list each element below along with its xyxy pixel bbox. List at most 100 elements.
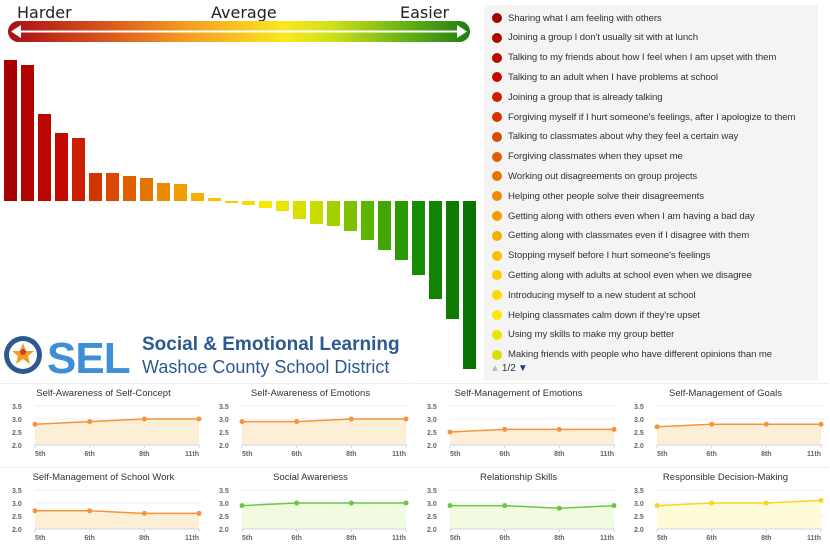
bar-27[interactable]	[446, 201, 459, 319]
data-point[interactable]	[294, 419, 300, 425]
legend-item[interactable]: Talking to classmates about why they fee…	[492, 129, 814, 145]
legend-item[interactable]: Making friends with people who have diff…	[492, 347, 814, 363]
y-tick-label: 2.0	[427, 443, 437, 450]
bar-10[interactable]	[157, 183, 170, 201]
bar-12[interactable]	[191, 193, 204, 201]
data-point[interactable]	[348, 416, 354, 422]
x-tick-label: 8th	[346, 451, 357, 458]
y-tick-label: 2.5	[12, 430, 22, 437]
bar-23[interactable]	[378, 201, 391, 250]
bar-11[interactable]	[174, 184, 187, 201]
data-point[interactable]	[294, 500, 300, 506]
bar-19[interactable]	[310, 201, 323, 224]
data-point[interactable]	[611, 426, 617, 432]
data-point[interactable]	[239, 503, 245, 509]
bar-13[interactable]	[208, 198, 221, 201]
series-line	[656, 499, 822, 507]
bar-24[interactable]	[395, 201, 408, 260]
data-point[interactable]	[763, 500, 769, 506]
data-point[interactable]	[502, 426, 508, 432]
bar-17[interactable]	[276, 201, 289, 211]
data-point[interactable]	[32, 421, 38, 427]
bar-7[interactable]	[106, 173, 119, 201]
data-point[interactable]	[654, 424, 660, 430]
bar-4[interactable]	[55, 133, 68, 201]
trend-chart: Self-Awareness of Emotions 2.0 2.5 3.0 3.5 5t…	[207, 383, 414, 464]
legend-item[interactable]: Joining a group that is already talking	[492, 89, 814, 105]
bar-28[interactable]	[463, 201, 476, 369]
bar-18[interactable]	[293, 201, 306, 219]
legend-item[interactable]: Getting along with classmates even if I …	[492, 228, 814, 244]
legend-item[interactable]: Getting along with adults at school even…	[492, 267, 814, 283]
legend-item[interactable]: Sharing what I am feeling with others	[492, 10, 814, 26]
y-tick-label: 3.0	[219, 501, 229, 508]
y-tick-label: 2.5	[634, 514, 644, 521]
data-point[interactable]	[447, 503, 453, 509]
page-up-icon[interactable]: ▲	[490, 363, 500, 374]
data-point[interactable]	[141, 416, 147, 422]
bar-6[interactable]	[89, 173, 102, 201]
bar-16[interactable]	[259, 201, 272, 208]
legend-item[interactable]: Helping other people solve their disagre…	[492, 188, 814, 204]
legend-dot-icon	[492, 250, 502, 261]
bar-2[interactable]	[21, 65, 34, 201]
bar-8[interactable]	[123, 176, 136, 201]
legend-item[interactable]: Talking to an adult when I have problems…	[492, 69, 814, 85]
legend-item[interactable]: Helping classmates calm down if they're …	[492, 307, 814, 323]
legend-item[interactable]: Talking to my friends about how I feel w…	[492, 50, 814, 66]
x-tick-label: 11th	[392, 451, 406, 458]
bar-14[interactable]	[225, 201, 238, 203]
average-label: Average	[211, 3, 277, 22]
data-point[interactable]	[196, 510, 202, 516]
data-point[interactable]	[709, 421, 715, 427]
data-point[interactable]	[447, 429, 453, 435]
legend-dot-icon	[492, 112, 502, 122]
bar-25[interactable]	[412, 201, 425, 275]
data-point[interactable]	[818, 421, 824, 427]
data-point[interactable]	[709, 500, 715, 506]
bar-21[interactable]	[344, 201, 357, 231]
bar-22[interactable]	[361, 201, 374, 240]
page-down-icon[interactable]: ▼	[517, 363, 528, 374]
bar-9[interactable]	[140, 178, 153, 201]
data-point[interactable]	[239, 419, 245, 425]
y-tick-label: 2.0	[634, 443, 644, 450]
legend-item[interactable]: Introducing myself to a new student at s…	[492, 287, 814, 303]
legend-item[interactable]: Forgiving myself if I hurt someone's fee…	[492, 109, 814, 125]
data-point[interactable]	[196, 416, 202, 422]
legend-item[interactable]: Getting along with others even when I am…	[492, 208, 814, 224]
bar-5[interactable]	[72, 138, 85, 201]
legend-item[interactable]: Forgiving classmates when they upset me	[492, 149, 814, 165]
bar-1[interactable]	[4, 60, 17, 201]
y-tick-label: 3.5	[219, 488, 229, 495]
trend-chart-title: Social Awareness	[273, 472, 348, 483]
y-tick-label: 3.5	[12, 404, 22, 411]
data-point[interactable]	[403, 500, 409, 506]
legend-item[interactable]: Working out disagreements on group proje…	[492, 168, 814, 184]
bar-15[interactable]	[242, 201, 255, 205]
easier-label: Easier	[400, 3, 450, 22]
bar-20[interactable]	[327, 201, 340, 226]
data-point[interactable]	[556, 426, 562, 432]
data-point[interactable]	[654, 503, 660, 509]
data-point[interactable]	[403, 416, 409, 422]
legend-item[interactable]: Joining a group I don't usually sit with…	[492, 30, 814, 46]
data-point[interactable]	[502, 503, 508, 509]
data-point[interactable]	[87, 508, 93, 514]
data-point[interactable]	[611, 503, 617, 509]
legend-label: Introducing myself to a new student at s…	[508, 289, 696, 301]
data-point[interactable]	[763, 421, 769, 427]
y-tick-label: 3.5	[427, 404, 437, 411]
data-point[interactable]	[87, 419, 93, 425]
data-point[interactable]	[556, 505, 562, 511]
data-point[interactable]	[818, 497, 824, 503]
x-tick-label: 8th	[139, 535, 150, 542]
bar-26[interactable]	[429, 201, 442, 299]
bar-3[interactable]	[38, 114, 51, 201]
legend-dot-icon	[492, 349, 502, 360]
data-point[interactable]	[141, 510, 147, 516]
legend-item[interactable]: Using my skills to make my group better	[492, 327, 814, 343]
data-point[interactable]	[348, 500, 354, 506]
legend-item[interactable]: Stopping myself before I hurt someone's …	[492, 248, 814, 264]
data-point[interactable]	[32, 508, 38, 514]
